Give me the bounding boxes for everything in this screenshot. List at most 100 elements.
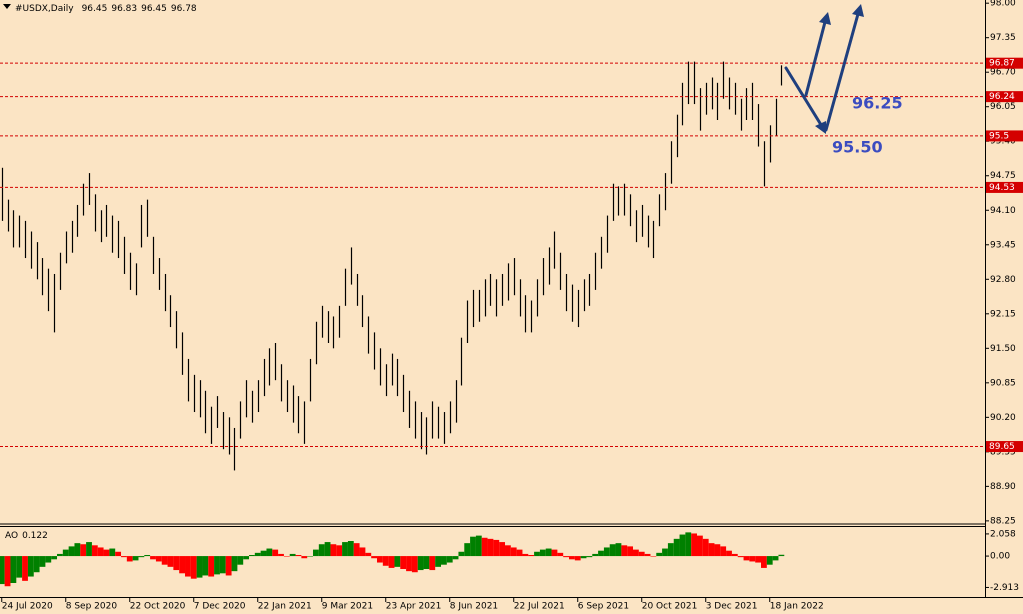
- header-value: 96.45: [141, 4, 167, 14]
- x-tick-label: 8 Sep 2020: [66, 602, 118, 612]
- ao-bar: [365, 552, 372, 557]
- ao-bar: [359, 547, 366, 557]
- ao-bar: [10, 556, 17, 583]
- ao-bar: [563, 556, 570, 558]
- level-label: 96.24: [989, 92, 1015, 102]
- indicator-name: AO: [5, 531, 18, 541]
- ao-bar: [86, 542, 92, 557]
- level-label-box: [986, 91, 1023, 103]
- ao-bar: [621, 545, 628, 557]
- ao-bar: [138, 556, 145, 558]
- ao-bar: [388, 556, 395, 568]
- symbol: #USDX,Daily: [15, 4, 74, 14]
- ao-bar: [702, 538, 709, 557]
- y-tick-label: 98.00: [990, 0, 1016, 9]
- ao-bar: [475, 535, 482, 557]
- ao-bar: [731, 553, 738, 557]
- arrow: [824, 12, 860, 132]
- ao-bar: [382, 556, 389, 566]
- ao-bar: [522, 553, 529, 557]
- y-tick-label: 88.25: [990, 516, 1016, 526]
- ao-bar: [295, 555, 302, 557]
- annotation: 96.25: [852, 94, 903, 113]
- ao-bar: [441, 556, 447, 565]
- ao-bar: [126, 556, 133, 562]
- ao-bar: [394, 556, 401, 567]
- ao-bar: [720, 546, 727, 557]
- x-tick-label: 20 Oct 2021: [642, 602, 698, 612]
- ao-bar: [528, 555, 535, 557]
- ao-bar: [266, 548, 273, 557]
- ao-bar: [505, 545, 511, 557]
- ao-bar: [219, 556, 226, 574]
- ao-bar: [324, 542, 331, 557]
- x-tick-label: 23 Apr 2021: [386, 602, 442, 612]
- ao-bar: [80, 544, 87, 557]
- ao-bar: [336, 545, 343, 557]
- ao-bar: [586, 556, 593, 558]
- ao-bar: [330, 544, 337, 557]
- forecast-arrows: [784, 4, 864, 134]
- ao-bar: [278, 553, 284, 557]
- ao-bar: [539, 549, 546, 557]
- ao-bar: [74, 543, 81, 557]
- ao-bar: [499, 542, 506, 557]
- ao-bar: [353, 543, 360, 557]
- ao-bar: [347, 541, 354, 557]
- y-tick-label: 2.058: [990, 529, 1016, 539]
- ao-bar: [225, 556, 232, 576]
- ao-bar: [534, 551, 540, 557]
- x-tick-label: 8 Jun 2021: [450, 602, 498, 612]
- ao-bar: [458, 551, 465, 557]
- y-tick-label: 93.45: [990, 240, 1016, 250]
- ao-bar: [679, 534, 686, 557]
- arrow: [804, 20, 827, 97]
- ao-bar: [57, 553, 63, 557]
- ao-bar: [161, 556, 168, 565]
- y-tick-label: 88.90: [990, 482, 1016, 492]
- ao-bar: [0, 556, 5, 585]
- x-tick-label: 3 Dec 2021: [706, 602, 758, 612]
- ao-bar: [208, 556, 215, 577]
- ao-bar: [569, 556, 575, 560]
- ao-bar: [603, 547, 610, 557]
- ao-bar: [667, 543, 674, 557]
- ao-bar: [231, 556, 238, 572]
- ao-bar: [16, 556, 23, 578]
- ao-bar: [749, 556, 756, 562]
- level-label: 89.65: [989, 442, 1015, 452]
- x-tick-label: 22 Jan 2021: [258, 602, 312, 612]
- ao-bar: [22, 556, 28, 581]
- ao-bar: [417, 556, 424, 571]
- header-value: 96.83: [111, 4, 137, 14]
- y-tick-label: 96.70: [990, 68, 1016, 78]
- y-tick-label: 94.10: [990, 206, 1016, 216]
- y-tick-label: 91.50: [990, 344, 1016, 354]
- ao-bar: [766, 556, 773, 565]
- ao-bar: [714, 544, 721, 557]
- x-tick-label: 24 Jul 2020: [2, 602, 53, 612]
- ao-bar: [662, 548, 668, 557]
- ao-bar: [708, 543, 715, 557]
- ao-bar: [697, 535, 703, 557]
- ao-bar: [644, 553, 651, 557]
- ao-bar: [470, 536, 476, 557]
- level-label-box: [986, 441, 1023, 453]
- indicator-title: AO 0.122: [5, 531, 48, 541]
- level-label-box: [986, 130, 1023, 142]
- ao-bar: [307, 556, 314, 557]
- ao-bar: [493, 539, 500, 557]
- ao-bar: [377, 556, 383, 563]
- level-label-box: [986, 181, 1023, 193]
- ao-bar: [109, 548, 116, 557]
- ao-bar: [27, 556, 34, 577]
- ao-bar: [481, 537, 488, 557]
- x-tick-label: 22 Oct 2020: [130, 602, 186, 612]
- ao-bar: [598, 550, 604, 557]
- ao-bar: [592, 553, 599, 557]
- ao-bar: [51, 556, 58, 560]
- y-tick-label: 92.15: [990, 309, 1016, 319]
- ao-bar: [179, 556, 186, 574]
- ao-bar: [429, 556, 436, 571]
